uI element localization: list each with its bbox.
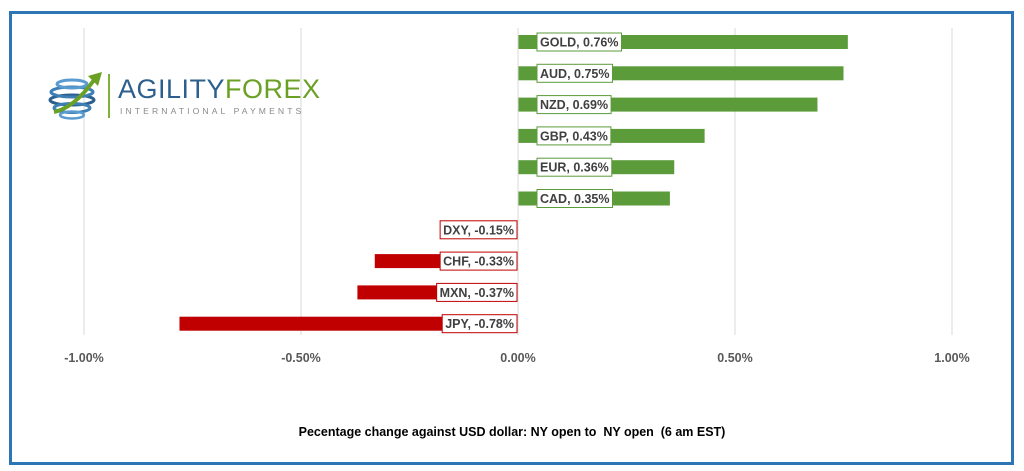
globe-arrow-icon [48, 72, 102, 120]
x-tick-label: 0.50% [717, 351, 752, 365]
data-label-box [439, 251, 518, 271]
data-label: GOLD, 0.76% [540, 36, 619, 50]
data-label: EUR, 0.36% [540, 161, 609, 175]
data-label-box [536, 126, 612, 146]
logo-name: AGILITYFOREX [118, 74, 321, 104]
x-tick-label: -0.50% [281, 351, 321, 365]
data-label-box [441, 314, 518, 334]
bar [179, 316, 519, 331]
data-label: CHF, -0.33% [443, 255, 514, 269]
data-label-box [536, 189, 613, 208]
data-label: CAD, 0.35% [540, 192, 609, 206]
data-label-box [536, 63, 613, 83]
data-label-box [436, 282, 518, 302]
data-label: DXY, -0.15% [443, 223, 514, 237]
x-tick-label: 0.00% [500, 351, 535, 365]
chart-caption: Pecentage change against USD dollar: NY … [298, 425, 726, 439]
data-label-box [536, 95, 612, 115]
data-label-box [536, 32, 622, 52]
x-tick-label: -1.00% [64, 351, 104, 365]
x-tick-label: 1.00% [934, 351, 969, 365]
logo-divider [108, 74, 110, 118]
logo-tagline: INTERNATIONAL PAYMENTS [120, 106, 305, 116]
data-label: MXN, -0.37% [440, 286, 514, 300]
data-label: GBP, 0.43% [540, 129, 608, 143]
data-label: NZD, 0.69% [540, 98, 608, 112]
agility-forex-logo: AGILITYFOREX INTERNATIONAL PAYMENTS [44, 68, 320, 128]
logo-name-part2: FOREX [225, 74, 321, 104]
data-label: AUD, 0.75% [540, 67, 609, 81]
logo-name-part1: AGILITY [118, 74, 226, 104]
data-label-box [439, 220, 518, 240]
data-label-box [536, 157, 613, 177]
data-label: JPY, -0.78% [445, 317, 514, 331]
